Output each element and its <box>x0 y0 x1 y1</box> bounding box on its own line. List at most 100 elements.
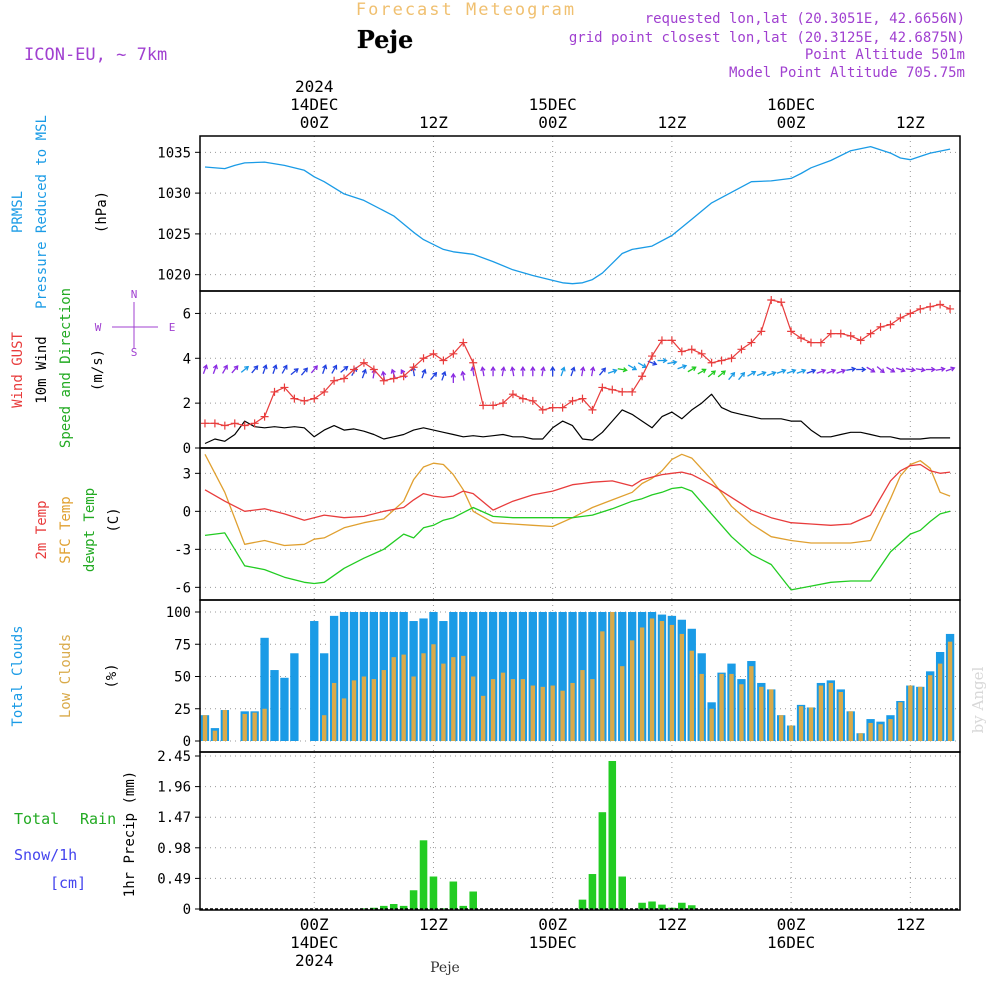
wind-gust-marker <box>856 336 865 345</box>
bottom-time-label: 2024 <box>295 951 334 970</box>
precip-rain-bar <box>638 902 646 909</box>
bottom-time-label: 12Z <box>419 915 448 934</box>
wind-arrow-head <box>361 368 367 374</box>
wind-arrow-shaft <box>836 369 846 374</box>
wind-arrow <box>826 368 837 374</box>
wind-arrow-shaft <box>866 366 875 373</box>
wind-arrow-shaft <box>806 369 816 374</box>
wind-gust-marker <box>459 338 468 347</box>
wind-speed-line <box>204 393 951 445</box>
wind-arrow <box>776 368 787 374</box>
temp-dew-line <box>204 486 951 591</box>
wind-arrow-head <box>900 367 906 373</box>
wind-arrow-shaft <box>796 369 806 374</box>
wind-arrow-head <box>740 371 746 377</box>
wind-arrow-head <box>530 366 536 371</box>
wind-arrow-shaft <box>677 365 687 370</box>
wind-arrow-head <box>510 366 516 372</box>
wind-arrow-shaft <box>905 368 915 371</box>
wind-arrow-head <box>390 368 396 374</box>
wind-arrow <box>231 365 239 374</box>
precip-snow-label: Snow/1h <box>14 846 77 864</box>
wind-gust-marker <box>836 329 845 338</box>
wind-arrow-shaft <box>202 365 208 374</box>
wind-arrow-shaft <box>361 369 367 379</box>
precip-rain-bar <box>598 812 607 909</box>
cloud-low-bar <box>759 686 764 741</box>
precip-rain-bar <box>409 890 418 909</box>
pressure-tick-label: 1025 <box>157 227 191 243</box>
clouds-tick-label: 75 <box>174 637 191 653</box>
cloud-low-bar <box>520 679 526 741</box>
wind-gust-marker <box>499 399 508 408</box>
cloud-low-bar <box>620 666 625 741</box>
wind-gust-marker <box>330 376 339 385</box>
wind-arrow <box>627 364 638 371</box>
wind-tick-label: 6 <box>183 306 191 322</box>
wind-tick-label: 2 <box>183 396 191 412</box>
wind-arrow-shaft <box>895 367 905 372</box>
wind-arrow-head <box>570 366 576 372</box>
wind-arrow-head <box>313 365 318 371</box>
pressure-label-prmsl: PRMSL <box>10 191 26 233</box>
cloud-low-bar <box>371 679 377 741</box>
bottom-time-label: 00Z <box>538 915 567 934</box>
wind-arrow-head <box>601 367 607 373</box>
wind-arrow-shaft <box>322 365 327 374</box>
wind-arrow <box>697 368 707 375</box>
wind-arrow-head <box>540 366 546 372</box>
wind-arrow-shaft <box>776 369 786 374</box>
wind-arrow-head <box>622 367 628 373</box>
wind-gust-marker <box>538 405 547 414</box>
cloud-low-bar <box>709 708 714 741</box>
cloud-low-bar <box>878 724 883 741</box>
wind-arrow <box>430 371 438 381</box>
wind-gust-marker <box>230 419 239 428</box>
top-time-label: 12Z <box>657 113 686 132</box>
clouds-tick-label: 0 <box>183 734 191 750</box>
cloud-total-bar <box>538 612 547 741</box>
wind-tick-label: 4 <box>183 351 191 367</box>
wind-gust-marker <box>489 401 498 410</box>
precip-tick-label: 0.49 <box>157 871 191 887</box>
temp-sfc-line <box>204 453 951 547</box>
cloud-low-bar <box>749 666 754 741</box>
cloud-low-bar <box>828 682 834 741</box>
wind-arrow <box>905 367 916 373</box>
cloud-low-bar <box>590 679 595 741</box>
precip-total-label: Total <box>14 810 59 828</box>
clouds-tick-label: 50 <box>174 670 191 686</box>
wind-gust-marker <box>727 354 736 363</box>
cloud-low-bar <box>490 679 496 741</box>
wind-arrow <box>607 368 618 374</box>
pressure-panel-frame <box>199 135 961 292</box>
wind-gust-marker <box>409 363 418 372</box>
wind-arrow-shaft <box>617 368 627 371</box>
cloud-low-bar <box>858 733 863 741</box>
precip-rain-bar <box>399 905 408 909</box>
wind-gust-marker <box>787 327 796 336</box>
wind-arrow-head <box>233 365 239 371</box>
bottom-time-label: 00Z <box>300 915 329 934</box>
cloud-low-bar <box>252 712 257 741</box>
wind-arrow-shaft <box>915 368 925 371</box>
wind-arrow <box>816 368 827 374</box>
precip-rain-label: Rain <box>80 810 116 828</box>
cloud-total-bar <box>320 653 329 741</box>
compass-west: W <box>95 321 102 334</box>
wind-arrow-shaft <box>581 367 584 377</box>
cloud-low-bar <box>928 675 933 741</box>
wind-arrow <box>251 365 259 374</box>
wind-gust-marker <box>767 295 776 304</box>
pressure-line <box>204 145 951 285</box>
wind-arrow-shaft <box>935 368 945 371</box>
wind-arrow-shaft <box>786 369 796 374</box>
wind-arrow-head <box>851 366 857 372</box>
wind-arrow-head <box>771 370 777 377</box>
wind-arrow-shaft <box>846 368 856 371</box>
precip-tick-label: 2.45 <box>157 749 191 765</box>
cloud-unit: (%) <box>104 663 120 688</box>
wind-arrow-shaft <box>240 366 249 373</box>
wind-gust-marker <box>697 349 706 358</box>
wind-arrow <box>806 368 817 374</box>
